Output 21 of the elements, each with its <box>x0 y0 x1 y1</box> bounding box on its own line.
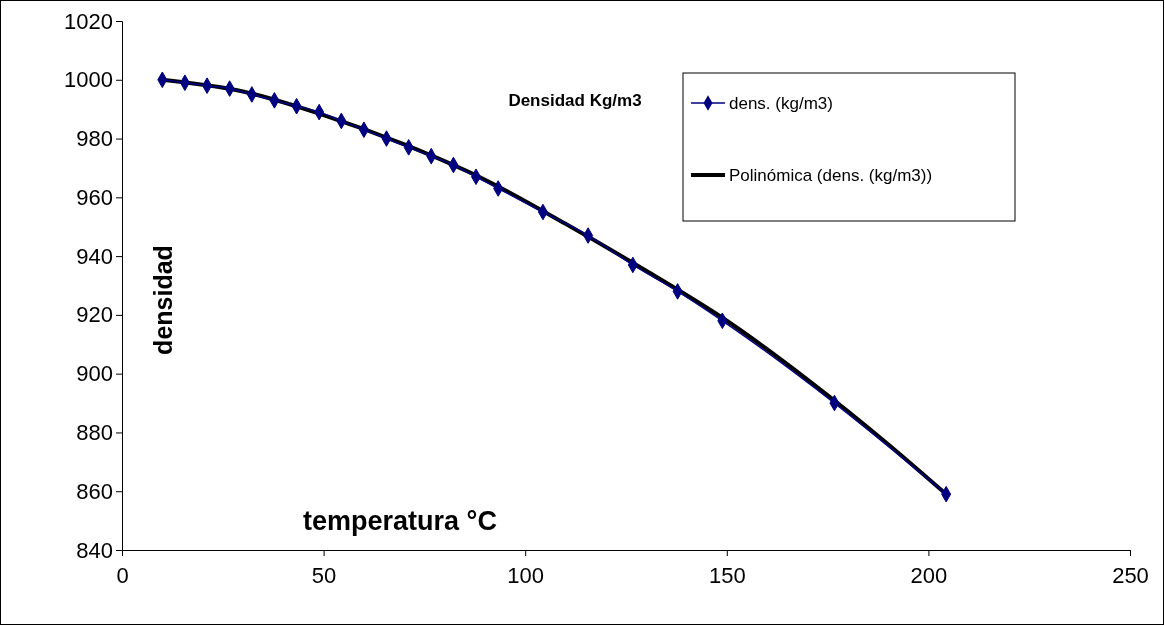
y-tick-label: 920 <box>76 302 113 328</box>
y-tick-label: 940 <box>76 243 113 269</box>
y-tick-label: 860 <box>76 478 113 504</box>
x-axis-title: temperatura °C <box>303 506 497 536</box>
x-tick-label: 150 <box>708 563 746 589</box>
y-tick-label: 900 <box>76 361 113 387</box>
y-tick-label: 960 <box>76 184 113 210</box>
y-tick-label: 1020 <box>64 8 113 34</box>
y-tick-label: 880 <box>76 419 113 445</box>
y-tick-label: 980 <box>76 126 113 152</box>
legend-label: dens. (kg/m3) <box>729 94 833 113</box>
text: Densidad Kg/m3 <box>508 91 642 110</box>
y-axis-title: densidad <box>149 245 177 355</box>
y-tick-label: 840 <box>76 537 113 563</box>
x-tick-label: 50 <box>311 563 337 589</box>
x-tick-label: 250 <box>1112 563 1149 589</box>
x-tick-label: 100 <box>507 563 545 589</box>
legend-label: Polinómica (dens. (kg/m3)) <box>729 166 933 185</box>
y-tick-label: 1000 <box>64 67 113 93</box>
x-tick-label: 0 <box>116 563 129 589</box>
x-tick-label: 200 <box>910 563 948 589</box>
